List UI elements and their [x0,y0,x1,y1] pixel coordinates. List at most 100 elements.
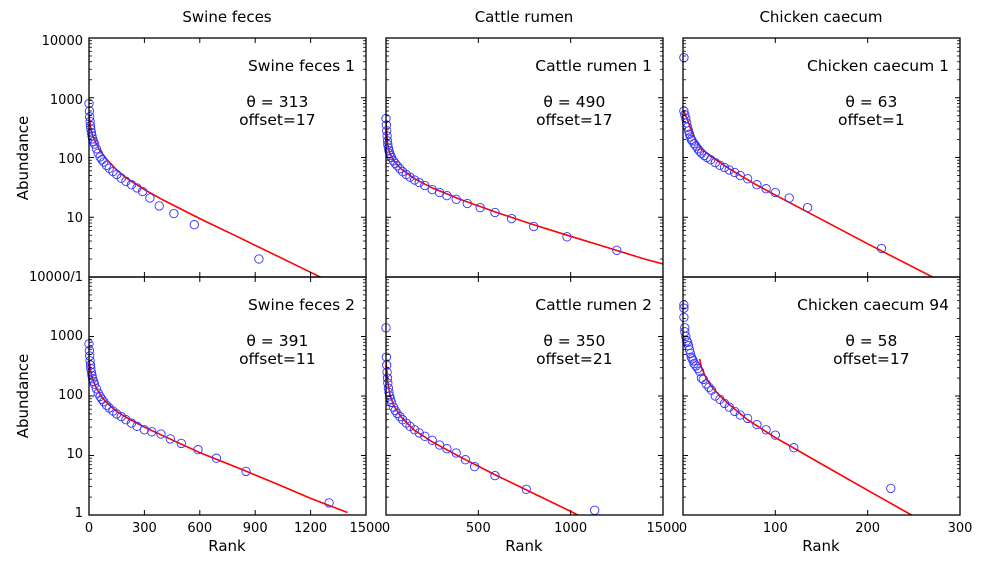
data-point [460,455,471,465]
data-point [254,254,264,264]
panel-title: Chicken caecum 1 [807,57,949,75]
data-point [388,156,399,166]
data-point [382,373,393,383]
data-point [742,174,753,184]
data-point [719,398,730,409]
data-point [91,144,102,154]
data-point [701,379,711,389]
x-tick-label: 0 [382,521,390,536]
data-point [108,166,118,177]
data-point [506,213,517,224]
data-point [442,444,452,454]
offset-label: offset=17 [536,111,613,129]
data-point [802,202,813,213]
data-point [414,428,424,438]
data-point [85,360,96,370]
data-point [735,410,745,420]
data-point [529,221,539,232]
data-point [147,427,157,437]
theta-label: θ = 58 [845,332,897,350]
data-point [383,383,394,393]
data-point [101,160,112,170]
data-point [383,378,393,388]
data-point [876,243,887,254]
x-tick-label: 1500 [349,521,382,536]
data-point [89,139,100,149]
data-point [97,155,107,165]
data-point [86,363,96,374]
data-point [409,425,420,435]
column-title-chicken: Chicken caecum [759,8,882,26]
offset-label: offset=17 [239,111,316,129]
fit-line [386,360,580,515]
data-point [420,180,430,191]
x-tick-label: 600 [187,521,212,536]
x-tick-label: 900 [243,521,268,536]
data-point [414,177,424,188]
data-point [681,331,691,342]
data-point [383,139,393,150]
data-point [710,157,720,168]
fit-line [683,110,935,277]
data-point [405,421,415,431]
data-point [121,415,131,425]
x-tick-label: 100 [763,521,788,536]
data-point [698,374,708,385]
x-tick-label: 0 [85,521,93,536]
x-axis-label-swine: Rank [208,537,246,555]
y-axis-label-bottom: Abundance [14,354,32,439]
theta-label: θ = 391 [246,332,308,350]
column-title-swine: Swine feces [182,8,271,26]
data-point [382,126,392,136]
data-point [704,382,714,392]
data-point [730,167,740,178]
data-point [85,356,95,366]
panel-title: Cattle rumen 1 [535,57,652,75]
data-point [770,430,780,440]
data-point [694,366,705,376]
data-point [710,391,720,401]
data-point [165,434,175,444]
data-point [382,360,392,370]
data-point [469,461,480,472]
y-tick-label-merged: 10000/1 [29,270,83,285]
data-point [420,431,430,441]
panel-title: Swine feces 1 [248,57,355,75]
y-tick-label-10-bottom: 10 [66,447,83,462]
fit-line [386,121,663,265]
data-point [683,126,694,136]
y-axis-label-top: Abundance [14,116,32,201]
x-tick-label: 1200 [294,521,327,536]
data-point [126,418,137,428]
data-point [324,498,334,508]
data-point [85,112,95,122]
x-tick-label: 300 [948,521,973,536]
data-point [241,466,251,477]
data-point [679,303,689,313]
data-point [137,186,148,197]
data-point [590,505,600,515]
data-point [886,483,896,494]
data-point [193,445,203,455]
data-point [679,312,689,322]
data-point [752,180,762,190]
x-tick-label: 300 [132,521,157,536]
data-point [770,187,780,198]
data-point [689,358,699,369]
data-point [99,397,109,407]
offset-label: offset=17 [833,350,910,368]
data-point [427,435,437,445]
data-point [384,387,394,398]
y-tick-label-1000: 1000 [50,93,83,108]
data-point [382,136,393,146]
data-point [719,162,730,173]
x-axis-label-chicken: Rank [802,537,840,555]
data-point [154,201,164,211]
data-point [679,52,689,63]
panel-4: 0 300 600 900 1200 1500 Swine feces 2 θ = 391of… [84,276,383,536]
data-point [490,470,500,481]
data-point [126,180,137,190]
data-point [395,164,405,174]
